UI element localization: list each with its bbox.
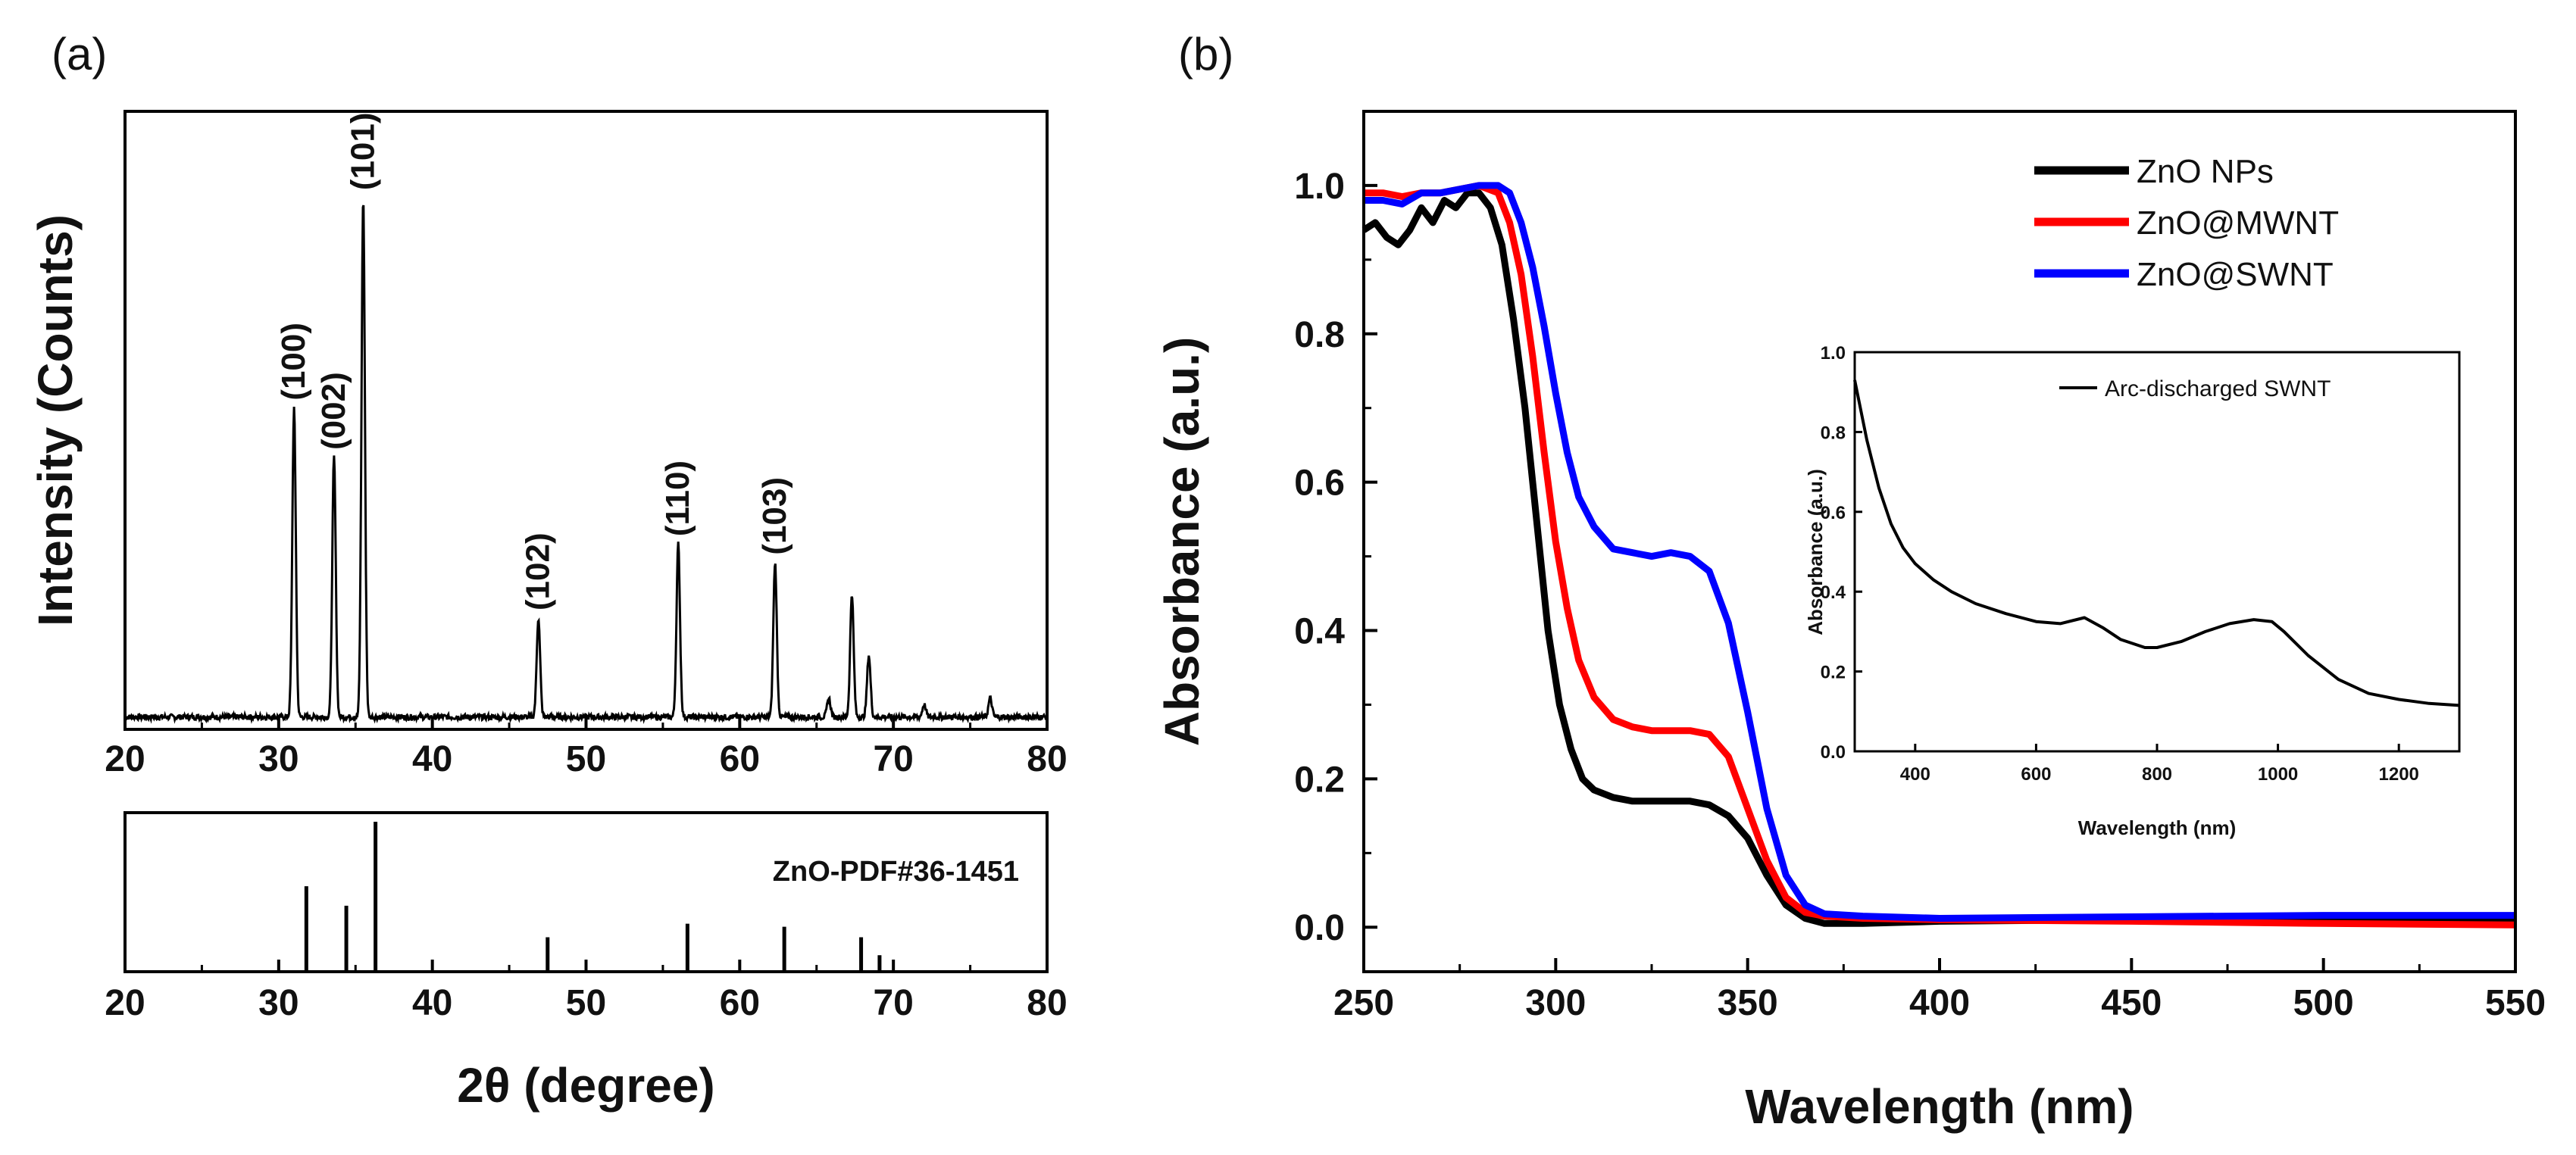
peak-label: (100) — [275, 323, 312, 401]
inset-y-axis-title: Absorbance (a.u.) — [1804, 469, 1827, 635]
y-axis-title: Absorbance (a.u.) — [1155, 337, 1209, 747]
x-tick-label: 50 — [566, 983, 606, 1023]
legend-label: ZnO@MWNT — [2137, 204, 2339, 242]
y-tick-label: 0.0 — [1294, 908, 1345, 948]
x-tick-label: 350 — [1718, 983, 1778, 1023]
inset-x-tick-label: 400 — [1900, 764, 1930, 785]
series-line-zno-nps — [1361, 189, 2515, 927]
inset-y-tick-label: 0.8 — [1821, 423, 1846, 443]
x-tick-label: 40 — [412, 739, 452, 779]
y-tick-label: 0.6 — [1294, 464, 1345, 504]
x-tick-label: 550 — [2485, 983, 2546, 1023]
inset-frame-border — [1853, 351, 2461, 753]
x-tick-label: 400 — [1909, 983, 1970, 1023]
peak-label: (002) — [315, 372, 352, 450]
series-line-zno-swnt — [1364, 182, 2515, 922]
inset-x-tick-label: 600 — [2021, 764, 2051, 785]
x-tick-label: 70 — [873, 739, 913, 779]
xrd-frame-border — [123, 110, 1049, 731]
inset-x-tick-label: 800 — [2142, 764, 2172, 785]
legend-label: ZnO@SWNT — [2137, 256, 2334, 293]
panel-b: (b) 250 300 350 400 450 500 550 0.0 0.2 0.4 0.6 0.8… — [1155, 29, 2546, 1134]
inset-y-tick-label: 0.4 — [1821, 582, 1846, 603]
panel-b-label: (b) — [1178, 29, 1233, 80]
x-axis-title: 2θ (degree) — [457, 1058, 714, 1113]
x-tick-label: 20 — [105, 983, 145, 1023]
y-axis-title: Intensity (Counts) — [28, 214, 83, 626]
inset-x-axis-title: Wavelength (nm) — [2078, 816, 2236, 839]
inset-y-tick-label: 0.0 — [1821, 742, 1846, 763]
x-tick-label: 450 — [2101, 983, 2162, 1023]
xrd-pattern-line — [124, 204, 1049, 724]
inset-y-tick-label: 0.2 — [1821, 663, 1846, 683]
xrd-plot-area: (100)(002) (101) (102) (110) (103) 20 30 40 50 60… — [28, 110, 1068, 779]
y-tick-label: 0.8 — [1294, 315, 1345, 355]
inset-y-tick-label: 1.0 — [1821, 343, 1846, 364]
panel-a: (a) (100)(002) (101) (102) (110) (103) 20 30 40… — [28, 29, 1068, 1113]
x-tick-label: 80 — [1027, 739, 1067, 779]
inset-x-tick-label: 1200 — [2379, 764, 2419, 785]
panel-a-label: (a) — [52, 29, 107, 80]
uvvis-plot-area: 250 300 350 400 450 500 550 0.0 0.2 0.4 0.6 0.8 1.0 W… — [1155, 110, 2546, 1134]
legend-label: ZnO NPs — [2137, 153, 2274, 190]
peak-label: (103) — [756, 477, 793, 555]
x-tick-label: 300 — [1525, 983, 1586, 1023]
y-tick-label: 1.0 — [1294, 167, 1345, 207]
x-tick-label: 30 — [258, 739, 299, 779]
inset-legend-label: Arc-discharged SWNT — [2105, 376, 2331, 401]
x-tick-label: 30 — [258, 983, 299, 1023]
peak-label: (101) — [344, 112, 381, 190]
x-tick-label: 20 — [105, 739, 145, 779]
reference-title: ZnO-PDF#36-1451 — [773, 856, 1019, 888]
inset-y-tick-label: 0.6 — [1821, 503, 1846, 523]
x-tick-label: 40 — [412, 983, 452, 1023]
x-tick-label: 500 — [2293, 983, 2354, 1023]
inset-series-line — [1853, 379, 2460, 707]
peak-label: (110) — [659, 460, 696, 536]
reference-plot-area: ZnO-PDF#36-1451 20 30 40 50 60 70 80 2θ (degree) — [105, 811, 1068, 1113]
y-tick-label: 0.2 — [1294, 760, 1345, 800]
y-tick-label: 0.4 — [1294, 612, 1345, 652]
x-tick-label: 70 — [873, 983, 913, 1023]
peak-label: (102) — [520, 532, 557, 610]
x-axis-title: Wavelength (nm) — [1745, 1079, 2134, 1134]
x-tick-label: 60 — [720, 739, 760, 779]
x-tick-label: 60 — [720, 983, 760, 1023]
reference-frame-border — [123, 811, 1049, 973]
x-tick-label: 80 — [1027, 983, 1067, 1023]
x-tick-label: 50 — [566, 739, 606, 779]
inset-x-tick-label: 1000 — [2258, 764, 2298, 785]
inset-plot-area: 400 600 800 1000 1200 0.0 0.2 0.4 0.6 0.8 1.0 Wavel… — [1804, 343, 2461, 839]
x-tick-label: 250 — [1333, 983, 1394, 1023]
